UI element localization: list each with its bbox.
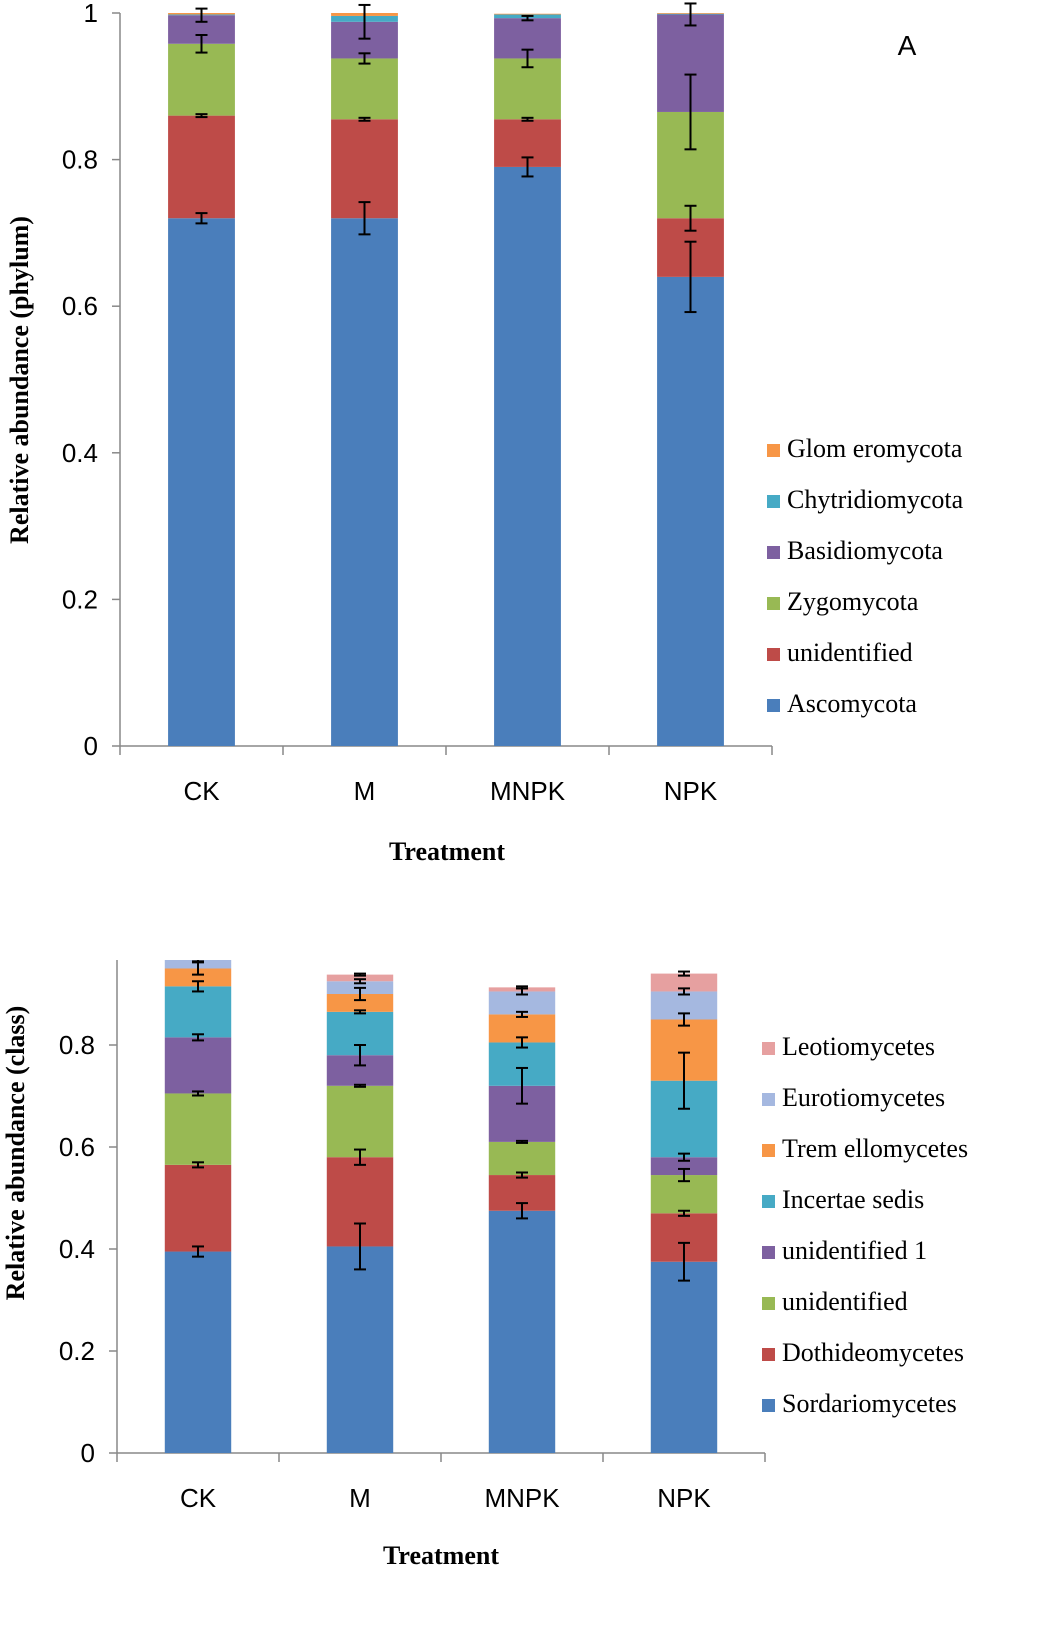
x-tick-label: M bbox=[349, 1483, 371, 1513]
bar-segment-mnpk-unidentified bbox=[488, 1141, 556, 1176]
bar-segment-npk-leotiomycetes bbox=[650, 973, 718, 992]
legend-label: Basidiomycota bbox=[787, 536, 943, 565]
y-tick-label: 0.6 bbox=[59, 1132, 95, 1162]
bar-segment-mnpk-ascomycota bbox=[494, 166, 561, 746]
bar-segment-ck-incertae-sedis bbox=[164, 986, 232, 1038]
legend-label: Ascomycota bbox=[787, 689, 917, 718]
legend-swatch bbox=[762, 1399, 775, 1412]
bar-segment-ck-unidentified-1 bbox=[164, 1037, 232, 1094]
bar-segment-ck-sordariomycetes bbox=[164, 1251, 232, 1453]
bar-segment-m-leotiomycetes bbox=[326, 974, 394, 982]
x-axis-title: Treatment bbox=[383, 1541, 499, 1570]
legend-swatch bbox=[767, 597, 780, 610]
x-tick-label: NPK bbox=[664, 776, 718, 806]
bar-segment-mnpk-zygomycota bbox=[494, 58, 561, 120]
legend-label: unidentified bbox=[782, 1287, 908, 1316]
chart-a-svg: 0 0.2 0.4 0.6 0.8 1 CK M MNPK NPK Treatment Relativ… bbox=[5, 0, 964, 866]
legend-swatch bbox=[767, 699, 780, 712]
legend-swatch bbox=[767, 546, 780, 559]
bar-segment-m-ascomycota bbox=[331, 218, 398, 747]
y-tick-label: 0.8 bbox=[59, 1030, 95, 1060]
y-tick-label: 0 bbox=[84, 731, 98, 761]
x-tick-label: CK bbox=[183, 776, 220, 806]
legend-swatch bbox=[767, 648, 780, 661]
y-axis-title: Relative abundance (class) bbox=[1, 1006, 30, 1301]
bar-segment-m-sordariomycetes bbox=[326, 1246, 394, 1453]
y-tick-label: 0.2 bbox=[62, 584, 98, 614]
legend-label: Zygomycota bbox=[787, 587, 919, 616]
bar-segment-ck-dothideomycetes bbox=[164, 1164, 232, 1252]
legend-label: Dothideomycetes bbox=[782, 1338, 964, 1367]
legend-label: Sordariomycetes bbox=[782, 1389, 957, 1418]
legend-label: Eurotiomycetes bbox=[782, 1083, 945, 1112]
bar-segment-ck-tremellomycetes bbox=[164, 968, 232, 987]
bar-segment-ck-unidentified bbox=[164, 1093, 232, 1165]
x-tick-label: MNPK bbox=[490, 776, 566, 806]
bar-segment-m-tremellomycetes bbox=[326, 994, 394, 1012]
y-tick-label: 0.4 bbox=[59, 1234, 95, 1264]
legend-label: unidentified 1 bbox=[782, 1236, 927, 1265]
legend-label: Leotiomycetes bbox=[782, 1032, 935, 1061]
legend-swatch bbox=[767, 444, 780, 457]
bar-segment-mnpk-glomeromycota bbox=[494, 13, 561, 15]
legend-swatch bbox=[762, 1093, 775, 1106]
x-tick-label: MNPK bbox=[484, 1483, 560, 1513]
x-tick-label: M bbox=[354, 776, 376, 806]
legend-label: Glom eromycota bbox=[787, 434, 963, 463]
y-tick-label: 0.4 bbox=[62, 438, 98, 468]
bar-segment-m-zygomycota bbox=[331, 58, 398, 120]
legend-swatch bbox=[762, 1195, 775, 1208]
legend-swatch bbox=[767, 495, 780, 508]
bar-segment-npk-ascomycota bbox=[657, 276, 724, 746]
legend-swatch bbox=[762, 1297, 775, 1310]
x-tick-label: CK bbox=[180, 1483, 217, 1513]
bar-segment-npk-sordariomycetes bbox=[650, 1261, 718, 1453]
legend-label: Incertae sedis bbox=[782, 1185, 924, 1214]
y-tick-label: 0.8 bbox=[62, 145, 98, 175]
y-tick-label: 0.2 bbox=[59, 1336, 95, 1366]
chart-b-svg: 00.20.40.60.81CKMMNPKNPKTreatmentRelativ… bbox=[1, 960, 968, 1570]
x-tick-label: NPK bbox=[657, 1483, 711, 1513]
bar-segment-mnpk-sordariomycetes bbox=[488, 1210, 556, 1453]
legend-label: Trem ellomycetes bbox=[782, 1134, 968, 1163]
x-axis-title: Treatment bbox=[389, 837, 505, 866]
bar-segment-npk-unidentified-1 bbox=[650, 1157, 718, 1176]
y-tick-label: 0 bbox=[81, 1438, 95, 1468]
legend-swatch bbox=[762, 1246, 775, 1259]
y-axis-title: Relative abundance (phylum) bbox=[5, 216, 34, 544]
legend-label: unidentified bbox=[787, 638, 913, 667]
bar-segment-mnpk-eurotiomycetes bbox=[488, 991, 556, 1015]
legend-swatch bbox=[762, 1144, 775, 1157]
y-tick-label: 0.6 bbox=[62, 291, 98, 321]
legend-swatch bbox=[762, 1348, 775, 1361]
bar-segment-ck-unidentified bbox=[168, 115, 235, 219]
bar-segment-m-unidentified bbox=[326, 1085, 394, 1158]
bar-segment-ck-zygomycota bbox=[168, 43, 235, 116]
bar-segment-ck-ascomycota bbox=[168, 218, 235, 747]
y-tick-label: 1 bbox=[84, 0, 98, 28]
legend-swatch bbox=[762, 1042, 775, 1055]
panel-label: A bbox=[898, 30, 917, 61]
legend-label: Chytridiomycota bbox=[787, 485, 964, 514]
chart-panel-a: 0 0.2 0.4 0.6 0.8 1 CK M MNPK NPK Treatment Relativ… bbox=[5, 0, 964, 866]
chart-panel-b: 00.20.40.60.81CKMMNPKNPKTreatmentRelativ… bbox=[0, 960, 1040, 1634]
